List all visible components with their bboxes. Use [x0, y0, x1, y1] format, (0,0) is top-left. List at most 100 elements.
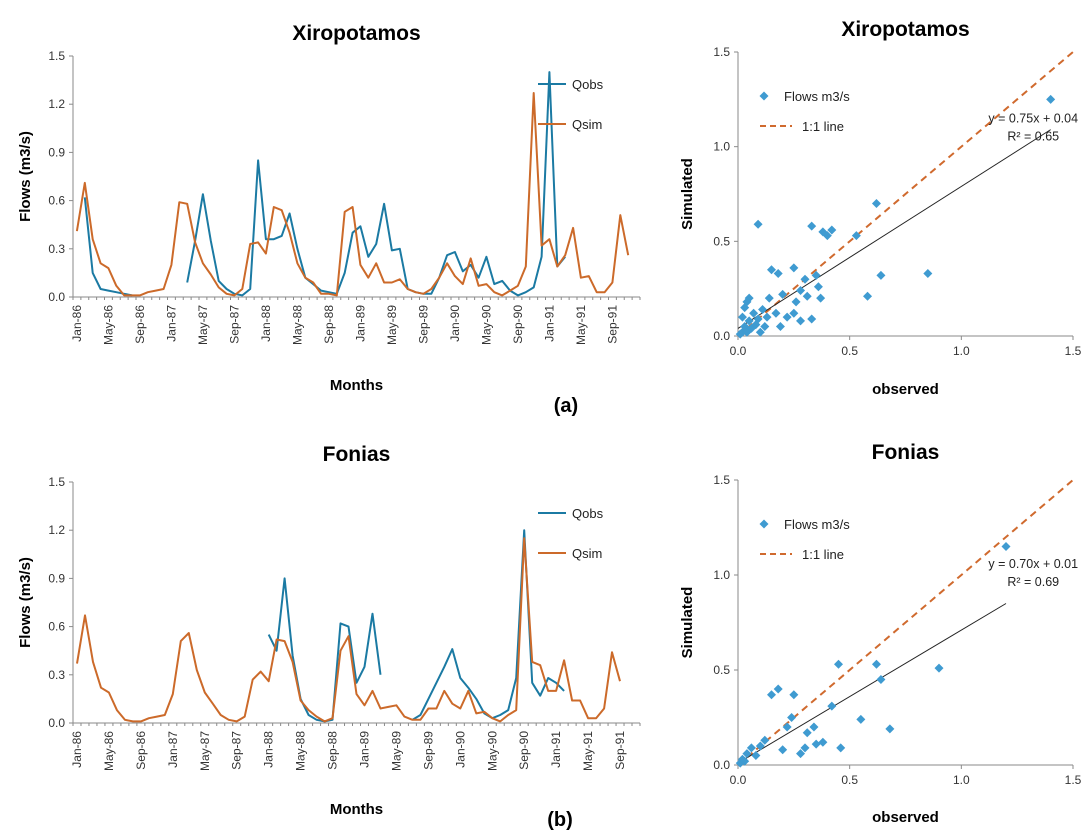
data-point [800, 743, 810, 753]
series-line-qobs [83, 71, 566, 297]
data-point [762, 312, 772, 322]
x-tick-label: Jan-91 [542, 305, 556, 342]
data-point [740, 756, 750, 766]
x-tick-label: May-86 [101, 305, 115, 345]
y-tick-label: 0.6 [48, 620, 65, 634]
x-tick-label: 1.0 [953, 773, 970, 787]
x-tick-label: Jan-90 [453, 731, 467, 768]
r-squared-label: R² = 0.69 [1007, 575, 1059, 589]
y-tick-label: 0.9 [48, 571, 65, 585]
y-axis-title: Simulated [679, 158, 696, 230]
data-point [800, 274, 810, 284]
y-tick-label: 1.5 [713, 45, 730, 59]
line-chart-0: Xiropotamos 0.0 0.3 0.6 0.9 1.2 1.5 Jan-86 May-8… [17, 22, 641, 394]
data-point [787, 713, 797, 722]
one-to-one-line [737, 51, 1074, 337]
regression-line [737, 603, 1007, 764]
data-point [755, 741, 765, 751]
panel-label-b: (b) [547, 809, 573, 830]
panel-label-a: (a) [554, 395, 578, 417]
data-point [753, 314, 763, 324]
data-point [789, 690, 799, 700]
legend-label-one-to-one: 1:1 line [802, 119, 844, 134]
legend-label-qsim: Qsim [572, 117, 602, 132]
x-tick-label: May-86 [102, 731, 116, 771]
x-tick-label: Sep-86 [134, 731, 148, 770]
data-point [796, 749, 806, 759]
x-axis-title: Months [330, 377, 383, 394]
x-tick-label: May-90 [485, 731, 499, 771]
data-point [791, 297, 801, 307]
x-axis-title: observed [872, 381, 939, 398]
data-point [802, 728, 812, 738]
x-tick-label: Sep-88 [326, 731, 340, 770]
data-point [753, 219, 763, 229]
y-tick-label: 0.3 [48, 242, 65, 256]
data-point [934, 663, 944, 673]
x-tick-label: Sep-90 [517, 731, 531, 770]
x-tick-label: Sep-90 [511, 305, 525, 344]
x-tick-label: Sep-89 [416, 305, 430, 344]
x-tick-label: Sep-91 [605, 305, 619, 344]
data-point [885, 724, 895, 734]
y-tick-label: 0.0 [48, 290, 65, 304]
data-point [782, 722, 792, 732]
x-tick-label: Jan-88 [259, 305, 273, 342]
legend-label-qsim: Qsim [572, 546, 602, 561]
regression-equation: y = 0.70x + 0.01 [988, 557, 1078, 571]
x-axis-title: Months [330, 801, 383, 818]
data-point [778, 289, 788, 299]
scatter-chart-3: Fonias 0.0 0.5 1.0 1.5 0.0 0.5 1.0 1.5 Simulated o… [679, 441, 1082, 826]
x-tick-label: Jan-89 [357, 731, 371, 768]
regression-equation: y = 0.75x + 0.04 [988, 112, 1078, 126]
data-point [782, 312, 792, 322]
data-point [818, 737, 828, 747]
data-point [807, 221, 817, 231]
data-point [773, 269, 783, 279]
data-point [827, 701, 837, 711]
x-tick-label: Jan-88 [262, 731, 276, 768]
y-tick-label: 1.2 [48, 97, 65, 111]
data-point [760, 322, 770, 332]
y-tick-label: 0.5 [713, 663, 730, 677]
series-line-qsim [76, 537, 621, 723]
data-point [876, 270, 886, 280]
x-tick-label: Jan-87 [164, 305, 178, 342]
x-tick-label: 1.5 [1065, 344, 1082, 358]
chart-title: Fonias [323, 443, 391, 466]
data-point [746, 743, 756, 753]
data-point [749, 308, 759, 318]
y-tick-label: 1.5 [48, 49, 65, 63]
data-point [742, 297, 752, 307]
data-point [811, 270, 821, 280]
x-tick-label: May-91 [574, 305, 588, 345]
data-point [851, 231, 861, 241]
chart-title: Xiropotamos [841, 18, 969, 41]
x-tick-label: Sep-91 [613, 731, 627, 770]
legend-marker-flows [759, 519, 769, 529]
data-point [822, 231, 832, 241]
x-tick-label: May-87 [196, 305, 210, 345]
x-tick-label: 1.0 [953, 344, 970, 358]
data-point [758, 304, 768, 314]
data-point [737, 312, 747, 322]
x-tick-label: Sep-87 [230, 731, 244, 770]
legend-label-qobs: Qobs [572, 506, 604, 521]
legend-label-one-to-one: 1:1 line [802, 547, 844, 562]
x-tick-label: May-91 [581, 731, 595, 771]
r-squared-label: R² = 0.65 [1007, 130, 1059, 144]
x-tick-label: Jan-91 [549, 731, 563, 768]
y-tick-label: 0.6 [48, 194, 65, 208]
data-point [773, 684, 783, 694]
x-tick-label: Jan-86 [70, 305, 84, 342]
legend-label-flows: Flows m3/s [784, 89, 850, 104]
data-point [742, 749, 752, 759]
x-tick-label: 1.5 [1065, 773, 1082, 787]
x-tick-label: May-88 [294, 731, 308, 771]
data-point [764, 293, 774, 303]
x-tick-label: May-89 [385, 305, 399, 345]
data-point [802, 291, 812, 301]
data-point [836, 743, 846, 753]
y-axis-title: Simulated [679, 587, 696, 659]
